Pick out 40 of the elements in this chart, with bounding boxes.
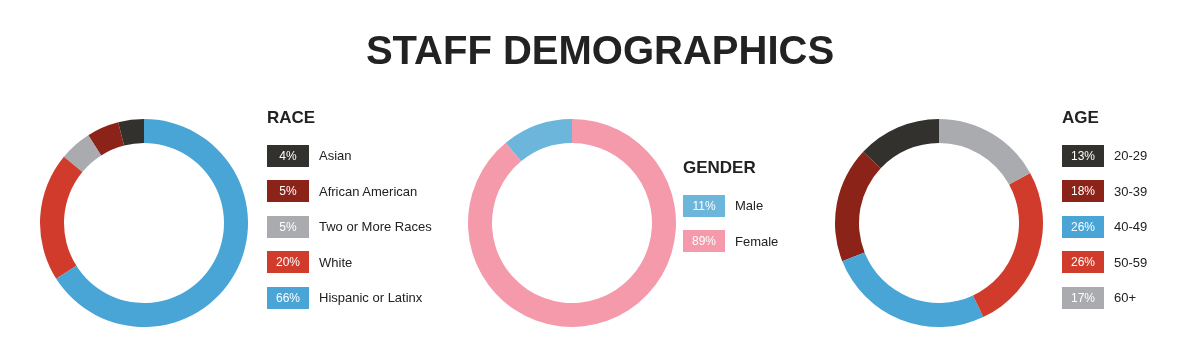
data-label: 89% — [683, 230, 725, 253]
donut-slice — [468, 119, 676, 327]
data-label: 11% — [683, 194, 725, 217]
legend-label: 60+ — [1114, 290, 1137, 306]
data-label: 26% — [1062, 251, 1104, 274]
data-label: 4% — [267, 144, 309, 167]
legend-label: Two or More Races — [319, 219, 432, 235]
data-label: 66% — [267, 286, 309, 309]
data-label: 13% — [1062, 144, 1104, 167]
legend-label: African American — [319, 183, 418, 199]
donut-slice — [63, 135, 102, 173]
legend-label: 50-59 — [1114, 254, 1148, 270]
legend-label: Asian — [319, 148, 352, 164]
donut-slice — [973, 172, 1043, 318]
donut-slice — [842, 252, 984, 327]
donut-slice — [939, 119, 1031, 185]
legend-title: RACE — [267, 108, 317, 128]
donut-slice — [505, 119, 572, 162]
legend-title: GENDER — [683, 158, 757, 178]
donut-slice — [56, 119, 248, 327]
donut-slice — [863, 119, 939, 169]
legend-label: 30-39 — [1114, 183, 1148, 199]
legend-label: Female — [735, 233, 779, 249]
legend-label: 20-29 — [1114, 148, 1148, 164]
legend-label: White — [319, 254, 353, 270]
data-label: 5% — [267, 215, 309, 238]
chart-title: STAFF DEMOGRAPHICS — [364, 28, 836, 73]
data-label: 5% — [267, 180, 309, 203]
data-label: 17% — [1062, 286, 1104, 309]
donut-slice — [88, 122, 125, 156]
donut-slice — [118, 119, 144, 146]
legend-label: Male — [735, 198, 764, 214]
legend-label: Hispanic or Latinx — [319, 290, 423, 306]
data-label: 18% — [1062, 180, 1104, 203]
data-label: 26% — [1062, 215, 1104, 238]
data-label: 20% — [267, 251, 309, 274]
donut-slice — [40, 156, 83, 279]
donut-slice — [835, 151, 881, 262]
legend-title: AGE — [1062, 108, 1100, 128]
legend-label: 40-49 — [1114, 219, 1148, 235]
